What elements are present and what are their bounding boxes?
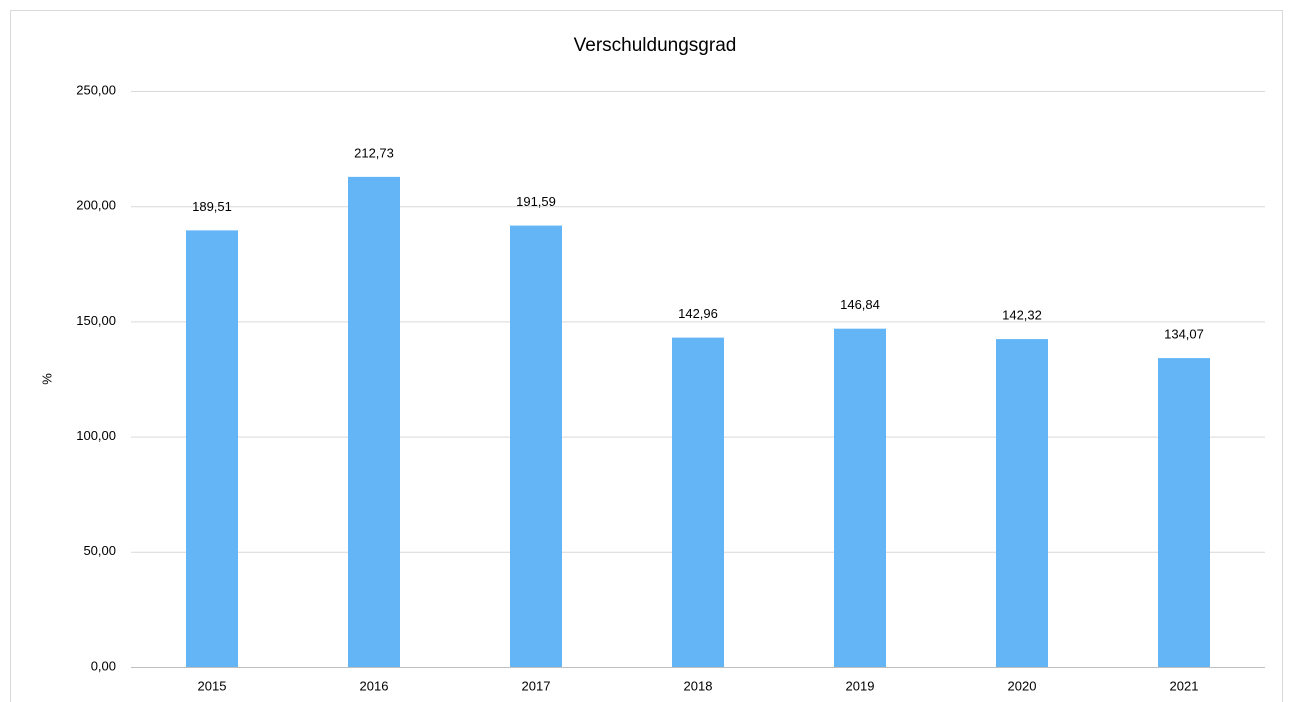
x-tick-label: 2017 xyxy=(522,678,551,693)
data-label: 142,32 xyxy=(1002,308,1042,323)
data-label: 191,59 xyxy=(516,194,556,209)
bar xyxy=(1158,358,1210,667)
data-label: 189,51 xyxy=(192,199,232,214)
bar xyxy=(348,176,400,667)
data-label: 142,96 xyxy=(678,306,718,321)
y-tick-label: 250,00 xyxy=(76,82,116,97)
x-tick-label: 2019 xyxy=(846,678,875,693)
bar xyxy=(186,230,238,667)
bar xyxy=(510,225,562,667)
x-tick-label: 2020 xyxy=(1008,678,1037,693)
x-tick-label: 2015 xyxy=(198,678,227,693)
y-tick-label: 0,00 xyxy=(91,658,116,673)
y-tick-label: 200,00 xyxy=(76,198,116,213)
bar xyxy=(672,337,724,667)
bar xyxy=(834,328,886,667)
x-tick-label: 2016 xyxy=(360,678,389,693)
x-tick-label: 2018 xyxy=(684,678,713,693)
bar xyxy=(996,339,1048,667)
y-axis-label: % xyxy=(39,373,54,385)
y-tick-label: 150,00 xyxy=(76,313,116,328)
data-label: 212,73 xyxy=(354,145,394,160)
x-tick-label: 2021 xyxy=(1170,678,1199,693)
y-tick-label: 100,00 xyxy=(76,428,116,443)
data-label: 146,84 xyxy=(840,297,880,312)
data-label: 134,07 xyxy=(1164,327,1204,342)
y-tick-label: 50,00 xyxy=(83,543,116,558)
chart-title: Verschuldungsgrad xyxy=(574,35,737,56)
